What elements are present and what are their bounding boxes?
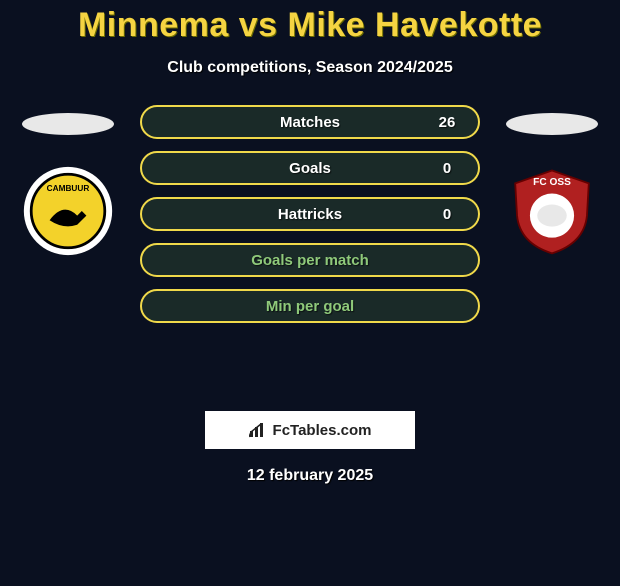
stat-row: Matches26	[140, 105, 480, 139]
player-ellipse-right	[506, 113, 598, 135]
svg-text:FC OSS: FC OSS	[533, 177, 571, 188]
stat-value-right: 26	[422, 114, 472, 131]
stat-rows: Matches26 Goals0 Hattricks0 Goals per match…	[140, 105, 480, 335]
stat-row: Goals0	[140, 151, 480, 185]
comparison-area: CAMBUUR FC OSS Matches26 Goals0 Hattricks0…	[0, 105, 620, 405]
svg-text:CAMBUUR: CAMBUUR	[47, 184, 90, 193]
source-logo: FcTables.com	[205, 411, 415, 449]
stat-value-right: 0	[422, 206, 472, 223]
date-text: 12 february 2025	[0, 467, 620, 485]
club-badge-left: CAMBUUR	[22, 165, 114, 257]
stat-row: Min per goal	[140, 289, 480, 323]
source-logo-text: FcTables.com	[273, 422, 372, 439]
stat-value-right: 0	[422, 160, 472, 177]
stat-label: Goals per match	[142, 252, 478, 269]
stat-label: Min per goal	[142, 298, 478, 315]
club-badge-right: FC OSS	[506, 165, 598, 257]
chart-icon	[249, 422, 267, 438]
stat-row: Hattricks0	[140, 197, 480, 231]
page-title: Minnema vs Mike Havekotte	[0, 6, 620, 45]
player-ellipse-left	[22, 113, 114, 135]
stat-row: Goals per match	[140, 243, 480, 277]
subtitle: Club competitions, Season 2024/2025	[0, 59, 620, 77]
